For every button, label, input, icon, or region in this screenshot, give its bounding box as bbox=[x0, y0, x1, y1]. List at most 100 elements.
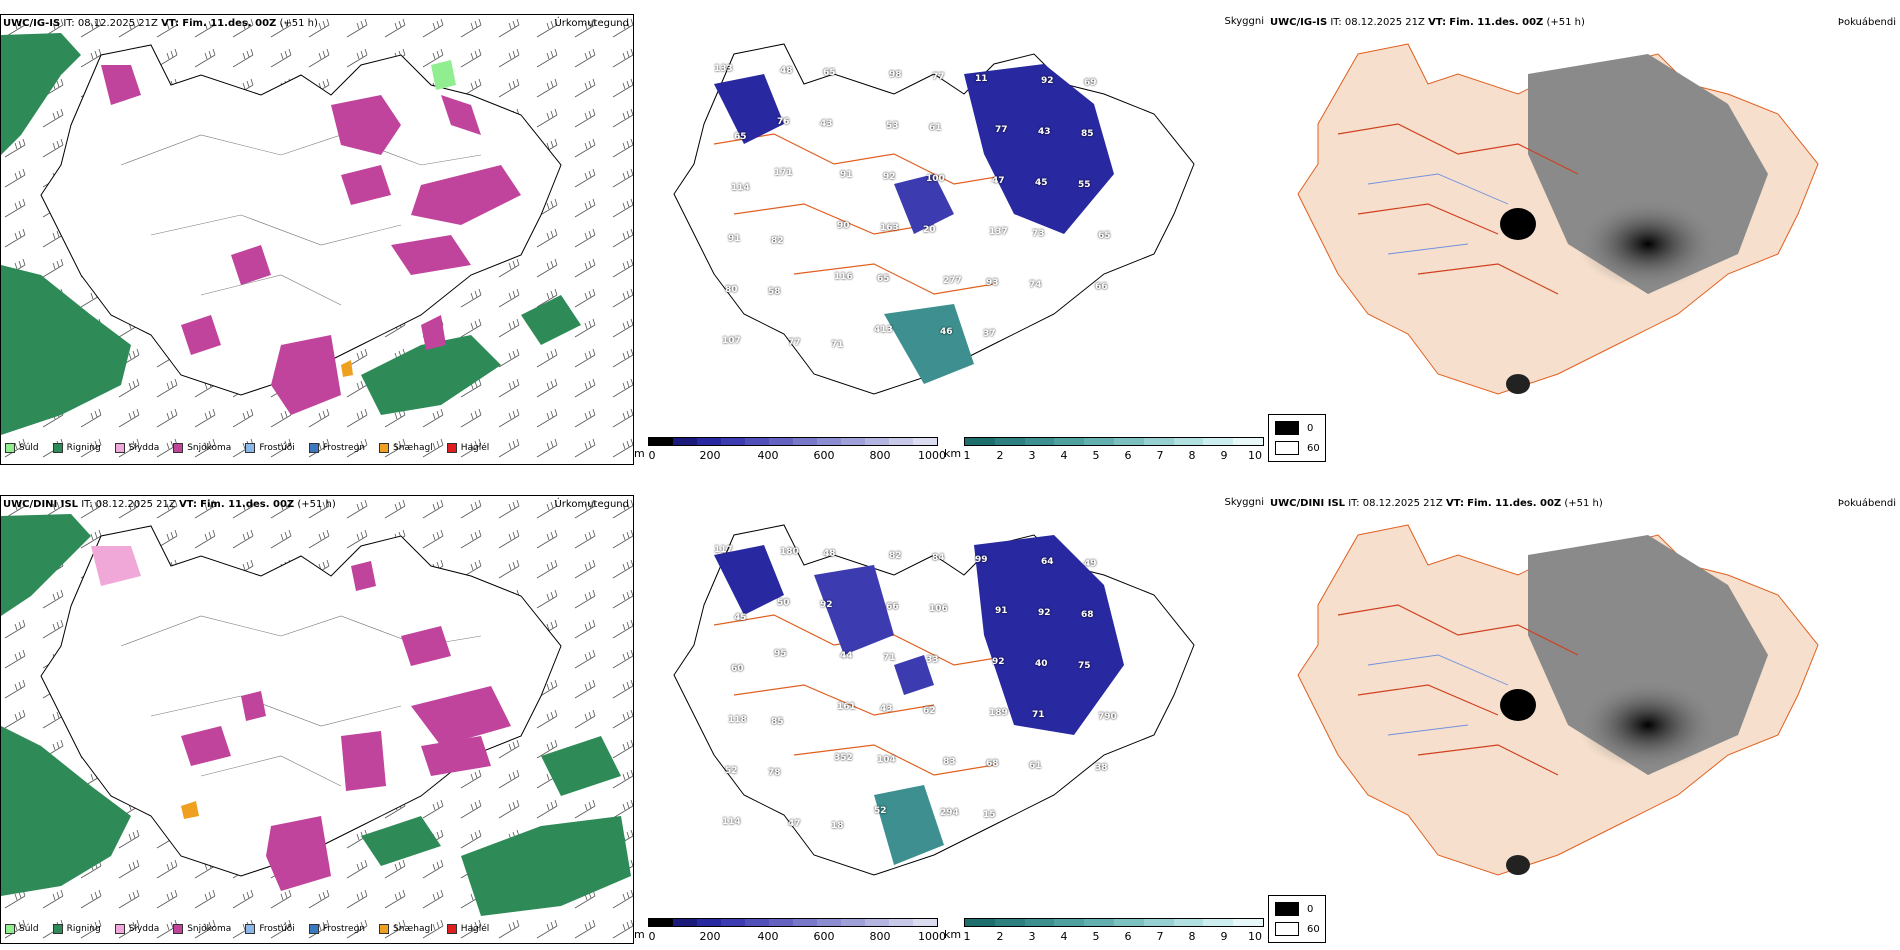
ceiling-value: 61 bbox=[929, 123, 942, 133]
colorbar-tick: 1 bbox=[963, 930, 971, 943]
ceiling-value: 66 bbox=[886, 602, 899, 612]
ceiling-value: 43 bbox=[1038, 127, 1051, 137]
precip-panel-ig: UWC/IG-IS IT: 08.12.2025 21Z VT: Fim. 11… bbox=[0, 14, 634, 465]
ceiling-value: 45 bbox=[734, 613, 747, 623]
ceiling-value: 117 bbox=[714, 545, 733, 555]
colorbar-tick: 6 bbox=[1124, 449, 1132, 462]
panel-title: UWC/IG-IS IT: 08.12.2025 21Z VT: Fim. 11… bbox=[3, 18, 318, 29]
ceiling-value: 38 bbox=[1095, 763, 1108, 773]
legend-swatch bbox=[52, 443, 63, 453]
colorbar-tick: 0 bbox=[648, 930, 656, 943]
legend-swatch bbox=[245, 443, 256, 453]
panel-label-visibility: Skyggni bbox=[1224, 16, 1264, 27]
ceiling-value: 43 bbox=[820, 119, 833, 129]
legend-item: Snæhagl bbox=[379, 924, 433, 934]
ceiling-visibility-panel-ig: Skyggni 133 48 65 98 77 11 92 69 65 76 43 53 61 77 43 8… bbox=[634, 14, 1268, 465]
ceiling-value: 53 bbox=[886, 121, 899, 131]
ceiling-value: 75 bbox=[1078, 661, 1091, 671]
ceiling-value: 15 bbox=[983, 810, 996, 820]
ceiling-value: 65 bbox=[1098, 231, 1111, 241]
visibility-colorbar: km 1 2 3 4 5 6 7 8 9 10 bbox=[944, 437, 1264, 462]
legend-swatch bbox=[114, 924, 125, 934]
legend-item: Haglél bbox=[446, 924, 489, 934]
ceiling-value: 33 bbox=[926, 655, 939, 665]
legend-swatch bbox=[173, 924, 184, 934]
ceiling-value: 137 bbox=[989, 227, 1008, 237]
colorbar-tick: 1000 bbox=[918, 449, 946, 462]
ceiling-value: 100 bbox=[926, 174, 945, 184]
ceiling-value: 99 bbox=[975, 555, 988, 565]
ceiling-value: 49 bbox=[1084, 559, 1097, 569]
ceiling-value: 58 bbox=[768, 287, 781, 297]
colorbar-tick: 400 bbox=[757, 449, 779, 462]
legend-item: Frostúði bbox=[245, 924, 295, 934]
panel-label-fog: Þokuábendi bbox=[1837, 17, 1896, 28]
fog-map bbox=[1297, 524, 1819, 876]
legend-swatch bbox=[5, 443, 15, 453]
ceiling-value: 352 bbox=[834, 753, 853, 763]
ceiling-value: 47 bbox=[992, 176, 1005, 186]
ceiling-value: 73 bbox=[1032, 229, 1045, 239]
ceiling-value: 65 bbox=[734, 132, 747, 142]
legend-swatch bbox=[379, 924, 390, 934]
ceiling-value: 48 bbox=[780, 66, 793, 76]
legend-swatch bbox=[1275, 922, 1299, 936]
ceiling-value: 77 bbox=[995, 125, 1008, 135]
colorbar-tick: 7 bbox=[1156, 449, 1164, 462]
precip-type-legend: Súld Rigning Slydda Snjókoma Frostúði Fr… bbox=[5, 924, 489, 934]
colorbar-tick: 200 bbox=[699, 930, 721, 943]
legend-swatch bbox=[1275, 902, 1299, 916]
panel-title: UWC/DINI ISL IT: 08.12.2025 21Z VT: Fim.… bbox=[1270, 498, 1603, 509]
ceiling-value: 92 bbox=[820, 600, 833, 610]
colorbar-tick: 600 bbox=[813, 449, 835, 462]
legend-item: Slydda bbox=[114, 443, 159, 453]
colorbar-tick: 400 bbox=[757, 930, 779, 943]
ceiling-value: 84 bbox=[932, 553, 945, 563]
legend-item: Slydda bbox=[114, 924, 159, 934]
ceiling-value: 106 bbox=[929, 604, 948, 614]
ceiling-value: 55 bbox=[1078, 180, 1091, 190]
ceiling-value: 77 bbox=[932, 72, 945, 82]
ceiling-value: 277 bbox=[943, 276, 962, 286]
visibility-colorbar: km 1 2 3 4 5 6 7 8 9 10 bbox=[944, 918, 1264, 943]
ceiling-value: 77 bbox=[788, 338, 801, 348]
ceiling-value: 69 bbox=[1084, 78, 1097, 88]
ceiling-value: 45 bbox=[1035, 178, 1048, 188]
legend-item: Snæhagl bbox=[379, 443, 433, 453]
precip-map bbox=[1, 496, 633, 943]
ceiling-visibility-panel-dini: Skyggni 117 180 48 82 84 99 64 49 45 50 92 66 106 91 9… bbox=[634, 495, 1268, 944]
colorbar-tick: 8 bbox=[1188, 449, 1196, 462]
ceiling-value: 74 bbox=[1029, 280, 1042, 290]
colorbar-tick: 800 bbox=[869, 449, 891, 462]
legend-swatch bbox=[1275, 421, 1299, 435]
legend-swatch bbox=[5, 924, 15, 934]
legend-item: Snjókoma bbox=[173, 924, 231, 934]
ceiling-value: 161 bbox=[837, 702, 856, 712]
ceiling-value: 61 bbox=[1029, 761, 1042, 771]
legend-swatch bbox=[52, 924, 63, 934]
ceiling-value: 50 bbox=[777, 598, 790, 608]
panel-label-fog: Þokuábendi bbox=[1837, 498, 1896, 509]
ceiling-value: 93 bbox=[986, 278, 999, 288]
panel-label-visibility: Skyggni bbox=[1224, 497, 1264, 508]
precip-panel-dini: UWC/DINI ISL IT: 08.12.2025 21Z VT: Fim.… bbox=[0, 495, 634, 944]
colorbar-tick: 200 bbox=[699, 449, 721, 462]
legend-item: Frostregn bbox=[308, 443, 365, 453]
ceiling-value: 71 bbox=[1032, 710, 1045, 720]
ceiling-value: 91 bbox=[995, 606, 1008, 616]
ceiling-value: 92 bbox=[883, 172, 896, 182]
fog-panel-ig: UWC/IG-IS IT: 08.12.2025 21Z VT: Fim. 11… bbox=[1268, 14, 1900, 465]
ceiling-value: 114 bbox=[722, 817, 741, 827]
legend-swatch bbox=[379, 443, 390, 453]
colorbar-tick: 0 bbox=[648, 449, 656, 462]
legend-item: Snjókoma bbox=[173, 443, 231, 453]
ceiling-value: 20 bbox=[923, 225, 936, 235]
ceiling-value: 92 bbox=[1041, 76, 1054, 86]
ceiling-value: 44 bbox=[840, 651, 853, 661]
ceiling-colorbar-bar bbox=[648, 437, 938, 446]
ceiling-value: 82 bbox=[771, 236, 784, 246]
ceiling-value: 68 bbox=[1081, 610, 1094, 620]
ceiling-value: 52 bbox=[725, 766, 738, 776]
ceiling-value: 40 bbox=[1035, 659, 1048, 669]
precip-type-legend: Súld Rigning Slydda Snjókoma Frostúði Fr… bbox=[5, 443, 489, 453]
